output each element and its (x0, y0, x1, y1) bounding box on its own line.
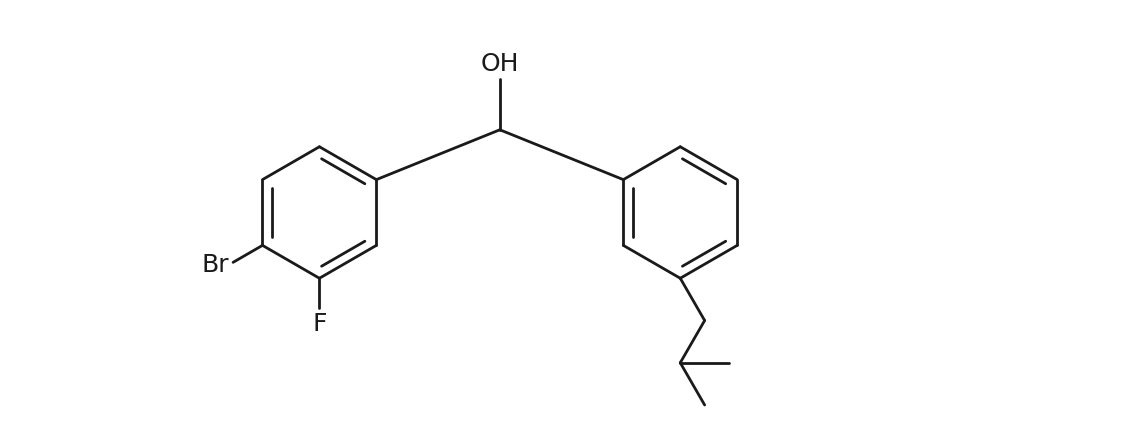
Text: OH: OH (480, 52, 519, 76)
Text: F: F (312, 311, 327, 336)
Text: Br: Br (201, 253, 229, 277)
